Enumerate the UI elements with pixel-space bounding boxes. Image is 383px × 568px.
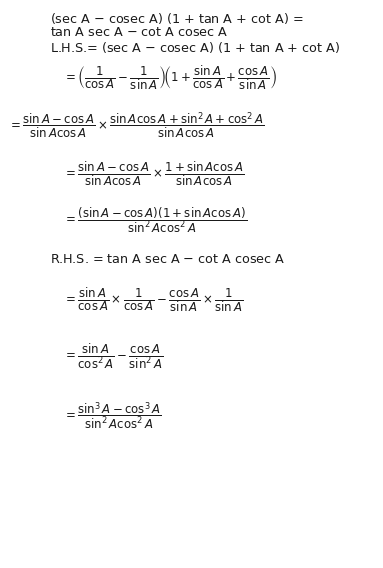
Text: tan A sec A $-$ cot A cosec A: tan A sec A $-$ cot A cosec A (50, 27, 228, 39)
Text: $= \dfrac{\sin A}{\cos A} \times \dfrac{1}{\cos A} - \dfrac{\cos A}{\sin A} \tim: $= \dfrac{\sin A}{\cos A} \times \dfrac{… (63, 287, 243, 314)
Text: $= \dfrac{\sin^3 A - \cos^3 A}{\sin^2 A\cos^2 A}$: $= \dfrac{\sin^3 A - \cos^3 A}{\sin^2 A\… (63, 400, 162, 432)
Text: $= \dfrac{\sin A - \cos A}{\sin A\cos A} \times \dfrac{\sin A\cos A + \sin^2 A +: $= \dfrac{\sin A - \cos A}{\sin A\cos A}… (8, 111, 264, 141)
Text: L.H.S.= (sec A $-$ cosec A) (1 + tan A + cot A): L.H.S.= (sec A $-$ cosec A) (1 + tan A +… (50, 40, 340, 55)
Text: $= \dfrac{\sin A - \cos A}{\sin A\cos A} \times \dfrac{1 + \sin A\cos A}{\sin A\: $= \dfrac{\sin A - \cos A}{\sin A\cos A}… (63, 161, 245, 188)
Text: (sec A $-$ cosec A) (1 + tan A + cot A) =: (sec A $-$ cosec A) (1 + tan A + cot A) … (50, 11, 303, 26)
Text: $= \dfrac{(\sin A - \cos A)(1 + \sin A\cos A)}{\sin^2 A\cos^2 A}$: $= \dfrac{(\sin A - \cos A)(1 + \sin A\c… (63, 206, 247, 235)
Text: $= \left(\dfrac{1}{\cos A} - \dfrac{1}{\sin A}\right)\!\left(1 + \dfrac{\sin A}{: $= \left(\dfrac{1}{\cos A} - \dfrac{1}{\… (63, 65, 277, 92)
Text: R.H.S. = tan A sec A $-$ cot A cosec A: R.H.S. = tan A sec A $-$ cot A cosec A (50, 253, 285, 266)
Text: $= \dfrac{\sin A}{\cos^2 A} - \dfrac{\cos A}{\sin^2 A}$: $= \dfrac{\sin A}{\cos^2 A} - \dfrac{\co… (63, 343, 164, 371)
